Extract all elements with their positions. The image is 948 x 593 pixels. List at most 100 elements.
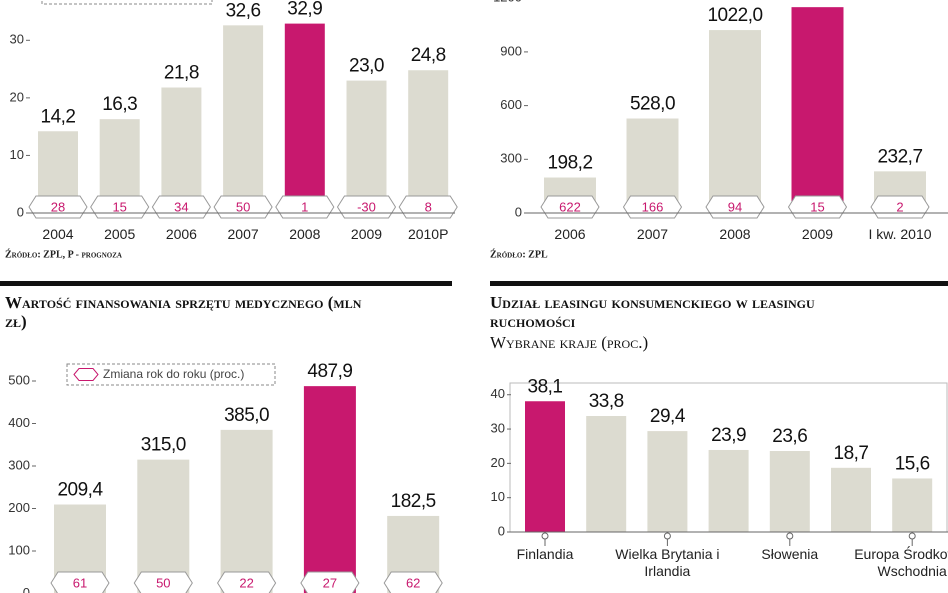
y-tick-label: 40 [491, 386, 505, 401]
chart-subtitle-box: Wybrane kraje (proc.) [490, 333, 649, 352]
x-tick-label: Słowenia [761, 546, 819, 562]
x-tick-label: 2006 [554, 226, 586, 242]
x-tick-label: 2010P [407, 226, 449, 242]
y-tick-label: 300 [500, 151, 522, 166]
badge-label: -30 [357, 199, 376, 214]
x-tick-label-box: Europa Środkowo-Wschodnia [854, 546, 948, 579]
x-tick-label-box: Finlandia [516, 546, 574, 562]
bar [284, 23, 325, 213]
y-tick-label: 10 [10, 147, 24, 162]
badge-label: 61 [73, 575, 87, 590]
legend-box [41, 0, 213, 5]
legend-icon [73, 368, 99, 381]
badge-label: 2 [896, 199, 903, 214]
divider [490, 281, 948, 286]
bar [647, 431, 688, 532]
x-tick-label-box: 2007 [636, 226, 669, 242]
value-label: 182,5 [391, 491, 436, 512]
x-tick-label-box: 2008 [289, 226, 321, 242]
badge-shape [300, 571, 360, 593]
value-label: 23,0 [349, 56, 384, 77]
value-label: 14,2 [41, 106, 76, 127]
value-label: 32,6 [226, 0, 261, 21]
y-tick-label: 0 [17, 204, 24, 219]
badge-label: 15 [112, 199, 126, 214]
badge-label: 50 [236, 199, 250, 214]
y-tick-label: 500 [8, 372, 30, 387]
x-tick-label: 2009 [801, 226, 834, 242]
value-label: 232,7 [877, 146, 922, 167]
value-label: 198,2 [547, 153, 592, 174]
source: Źródło: ZPL [490, 248, 548, 260]
y-tick-label: 0 [498, 523, 505, 538]
y-tick-label: 300 [8, 457, 30, 472]
value-label: 38,1 [528, 376, 563, 397]
chart-title: Wartość finansowania sprzętu medycznego … [5, 293, 362, 331]
x-tick-label: 2008 [289, 226, 321, 242]
value-label: 21,8 [164, 63, 199, 84]
y-tick-label: 200 [8, 500, 30, 515]
x-tick-label: 2009 [350, 226, 383, 242]
x-tick-label-box: Słowenia [761, 546, 819, 562]
value-label: 528,0 [630, 94, 675, 115]
category-marker [908, 532, 916, 540]
value-label: 209,4 [57, 480, 103, 501]
x-tick-label: 2008 [719, 226, 751, 242]
y-tick-label: 30 [10, 32, 24, 47]
value-label: 385,0 [224, 405, 269, 426]
value-label: 1022,0 [707, 5, 762, 26]
bar [525, 401, 565, 532]
y-tick-label: 10 [491, 489, 505, 504]
value-label: 487,9 [307, 361, 352, 382]
x-tick-label: 2007 [636, 226, 669, 242]
category-marker [786, 532, 794, 540]
x-tick-label-box: I kw. 2010 [868, 226, 931, 242]
badge-shape [133, 571, 193, 593]
bar [892, 478, 933, 532]
badge-label: 22 [239, 575, 253, 590]
badge-label: 8 [425, 199, 432, 214]
badge-label: 622 [559, 199, 581, 214]
badge-label: 28 [51, 199, 65, 214]
badge-label: 50 [156, 575, 170, 590]
badge-label: 62 [406, 575, 420, 590]
y-tick-label: 400 [8, 415, 30, 430]
chart-title-box: Wartość finansowania sprzętu medycznego … [5, 293, 362, 331]
x-tick-label-box: 2007 [227, 226, 259, 242]
value-label: 23,9 [711, 425, 746, 446]
x-tick-label: 2005 [104, 226, 136, 242]
value-label: 16,3 [102, 94, 137, 115]
category-marker [541, 532, 549, 540]
value-label: 315,0 [141, 435, 186, 456]
chart-subtitle: Wybrane kraje (proc.) [490, 333, 649, 352]
value-label: 33,8 [589, 391, 624, 412]
legend-label: Zmiana rok do roku (proc.) [103, 367, 244, 381]
x-tick-label-box: 2009 [350, 226, 383, 242]
y-tick-label: 20 [10, 89, 24, 104]
badge-shape [50, 571, 110, 593]
legend-box [66, 363, 276, 386]
x-tick-label-box: 2008 [719, 226, 751, 242]
y-tick-label: 600 [500, 97, 522, 112]
bar [220, 429, 273, 593]
x-tick-label: Wielka Brytania i Irlandia [615, 546, 720, 579]
x-tick-label: 2007 [227, 226, 259, 242]
bar [769, 451, 810, 532]
value-label: 32,9 [287, 0, 322, 20]
chart-title-box: Udział leasingu konsumenckiego w leasing… [490, 293, 815, 331]
badge-label: 15 [810, 199, 824, 214]
x-tick-label: Finlandia [516, 546, 574, 562]
x-tick-label-box: 2004 [42, 226, 74, 242]
source: Źródło: ZPL, P - prognoza [5, 248, 122, 260]
x-tick-label-box: 2006 [166, 226, 197, 242]
y-tick-label: 30 [491, 420, 505, 435]
badge-label: 34 [174, 199, 188, 214]
bar [791, 7, 844, 213]
bar [831, 467, 871, 532]
bar [223, 25, 264, 214]
x-tick-label: 2004 [42, 226, 74, 242]
x-tick-label-box: 2010P [407, 226, 449, 242]
bar [346, 80, 387, 213]
badge-shape [217, 571, 277, 593]
